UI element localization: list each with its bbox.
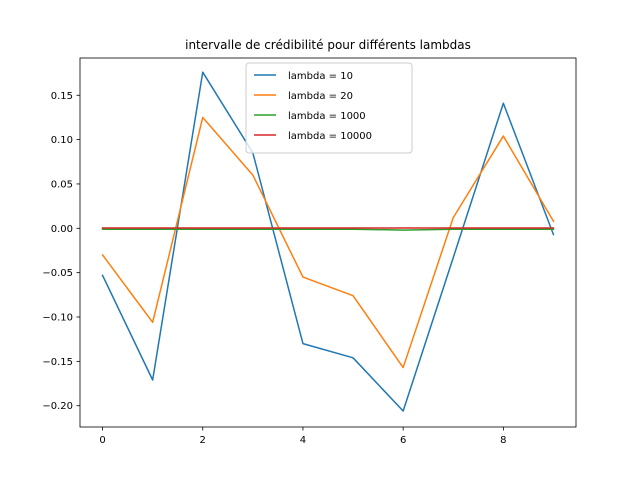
- y-tick-label: 0.05: [51, 179, 73, 190]
- x-tick-label: 0: [99, 435, 105, 446]
- legend-box: [245, 62, 413, 154]
- y-tick-label: 0.00: [51, 224, 73, 235]
- y-tick-label: −0.20: [42, 401, 73, 412]
- x-tick-label: 8: [500, 435, 506, 446]
- legend-label-0: lambda = 10: [288, 71, 353, 82]
- legend-label-1: lambda = 20: [288, 91, 353, 102]
- y-tick-label: −0.10: [42, 313, 73, 324]
- series-line-1: [101, 116, 555, 369]
- axis-ticks: 0 2 4 6 8 −0.20 −0.15 −0.10 −0.05 0.00 0.05 0.10 0.1…: [42, 91, 506, 446]
- series-line-2: [101, 228, 555, 231]
- x-tick-label: 6: [400, 435, 406, 446]
- legend-label-2: lambda = 1000: [288, 111, 366, 122]
- x-tick-label: 2: [200, 435, 206, 446]
- y-tick-label: −0.15: [42, 357, 73, 368]
- y-tick-label: 0.10: [51, 135, 73, 146]
- y-tick-label: 0.15: [51, 91, 73, 102]
- legend-label-3: lambda = 10000: [288, 131, 372, 142]
- plot-lines: [101, 71, 555, 412]
- series-line-0: [101, 71, 555, 412]
- legend: lambda = 10 lambda = 20 lambda = 1000 lambd…: [245, 62, 413, 154]
- axes-frame: [79, 57, 577, 428]
- y-tick-label: −0.05: [42, 268, 73, 279]
- chart-title: intervalle de crédibilité pour différent…: [185, 38, 471, 52]
- x-tick-label: 4: [300, 435, 306, 446]
